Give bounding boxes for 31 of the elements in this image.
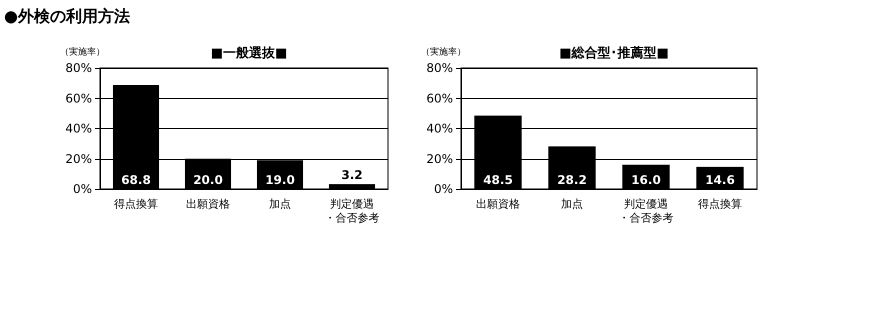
y-tick-label: 0% xyxy=(72,182,92,196)
data-label: 68.8 xyxy=(121,173,151,187)
y-axis-title: （実施率） xyxy=(421,46,466,58)
y-tick-label: 40% xyxy=(426,122,453,136)
y-tick-label: 20% xyxy=(426,152,453,166)
x-tick-label: 出願資格 xyxy=(186,198,230,210)
y-tick-label: 20% xyxy=(65,152,92,166)
x-tick-label: 判定優遇・合否参考 xyxy=(324,198,380,224)
x-tick-label: 出願資格 xyxy=(476,198,520,210)
y-tick-label: 0% xyxy=(434,182,453,196)
x-tick-label: 得点換算 xyxy=(114,198,158,210)
data-label: 20.0 xyxy=(193,173,223,187)
x-tick-label: 得点換算 xyxy=(698,198,742,210)
data-label: 14.6 xyxy=(705,173,735,187)
data-label: 48.5 xyxy=(483,173,513,187)
y-tick-label: 60% xyxy=(426,91,453,106)
x-tick-label: 加点 xyxy=(269,198,291,210)
x-tick-label: 判定優遇・合否参考 xyxy=(618,198,674,224)
data-label: 28.2 xyxy=(557,173,587,187)
data-label: 3.2 xyxy=(341,168,363,182)
x-tick-label: 加点 xyxy=(561,198,583,210)
chart-title: ■総合型･推薦型■ xyxy=(559,45,669,61)
y-axis-title: （実施率） xyxy=(60,46,105,58)
data-label: 19.0 xyxy=(265,173,295,187)
y-tick-label: 60% xyxy=(65,91,92,106)
y-tick-label: 40% xyxy=(65,122,92,136)
y-tick-label: 80% xyxy=(426,61,453,75)
chart-title: ■一般選抜■ xyxy=(210,46,288,61)
text: ●外検の利用方法 xyxy=(4,6,130,26)
data-label: 16.0 xyxy=(631,173,661,187)
y-tick-label: 80% xyxy=(65,61,92,75)
